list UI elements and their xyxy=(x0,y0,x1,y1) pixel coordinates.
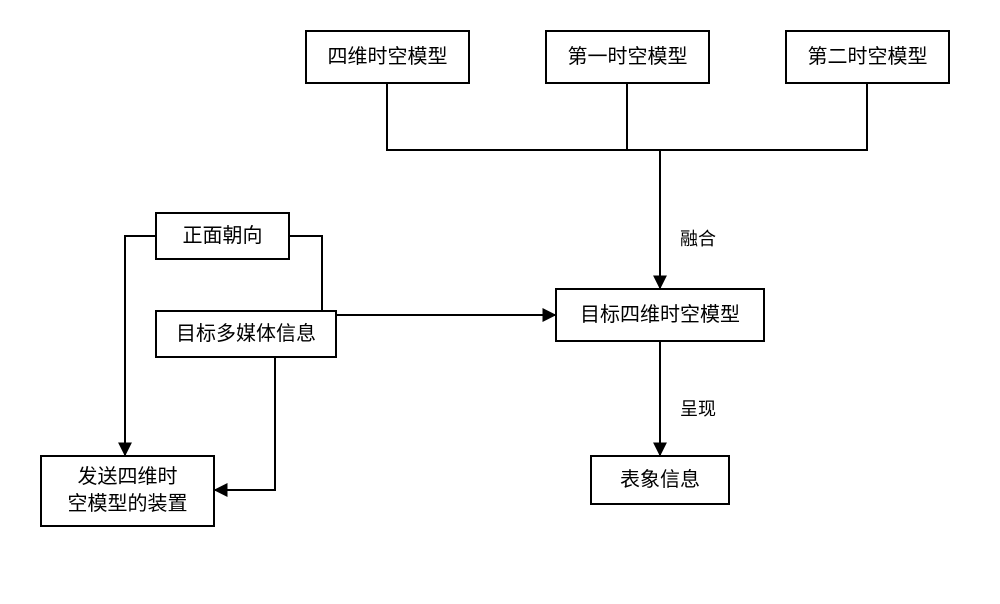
edge-n1-n6 xyxy=(387,84,660,288)
node-first-spacetime-model: 第一时空模型 xyxy=(545,30,710,84)
node-label: 正面朝向 xyxy=(183,223,263,250)
node-label: 目标多媒体信息 xyxy=(176,321,316,348)
node-send-4d-model-device: 发送四维时 空模型的装置 xyxy=(40,455,215,527)
edge-label: 呈现 xyxy=(680,395,716,421)
node-label: 第二时空模型 xyxy=(808,44,928,71)
node-target-4d-spacetime-model: 目标四维时空模型 xyxy=(555,288,765,342)
flowchart-canvas: 四维时空模型 第一时空模型 第二时空模型 正面朝向 目标多媒体信息 目标四维时空… xyxy=(0,0,1000,604)
node-label: 目标四维时空模型 xyxy=(580,302,740,329)
node-4d-spacetime-model: 四维时空模型 xyxy=(305,30,470,84)
node-label: 发送四维时 空模型的装置 xyxy=(68,464,188,518)
edge-label: 融合 xyxy=(680,225,716,251)
node-front-orientation: 正面朝向 xyxy=(155,212,290,260)
edge-n3-n6 xyxy=(660,84,867,150)
node-representation-info: 表象信息 xyxy=(590,455,730,505)
node-target-multimedia-info: 目标多媒体信息 xyxy=(155,310,337,358)
edge-n4-n8 xyxy=(125,236,155,455)
edge-n5-n8 xyxy=(215,358,275,490)
node-label: 四维时空模型 xyxy=(328,44,448,71)
edge-n4-n6 xyxy=(290,236,555,315)
node-second-spacetime-model: 第二时空模型 xyxy=(785,30,950,84)
node-label: 表象信息 xyxy=(620,467,700,494)
node-label: 第一时空模型 xyxy=(568,44,688,71)
